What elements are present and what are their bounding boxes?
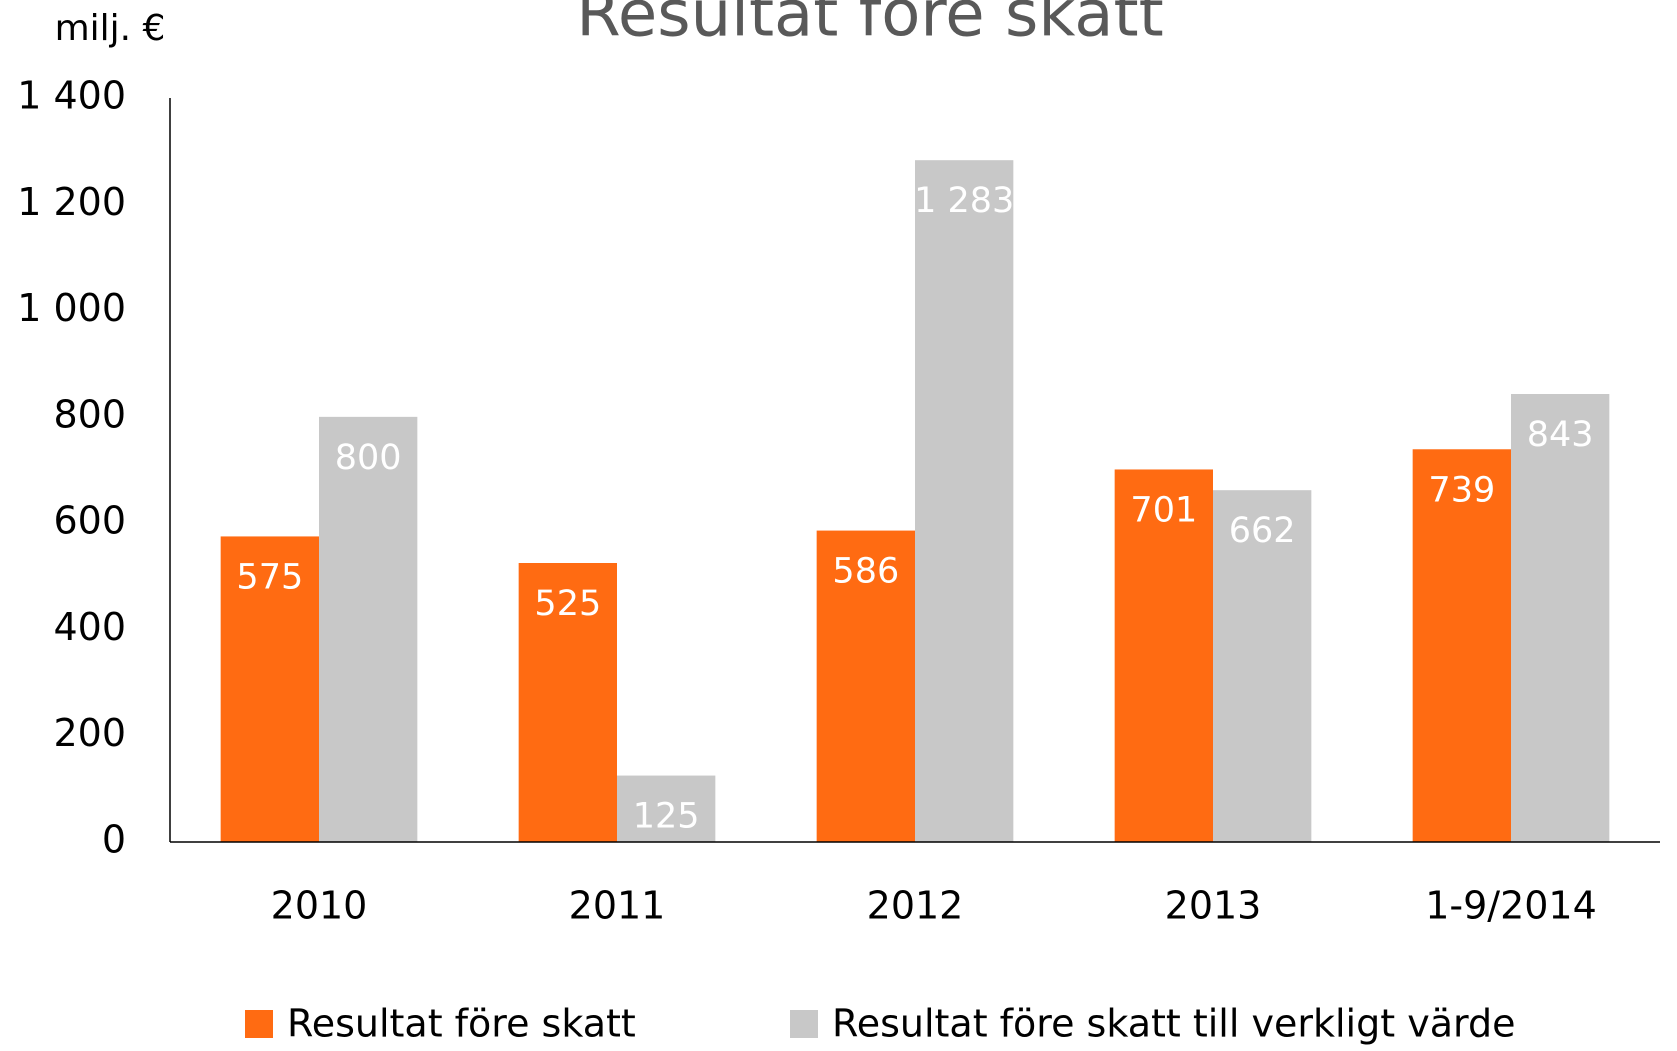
data-label: 1 283 (914, 181, 1014, 221)
data-label: 525 (534, 584, 601, 624)
x-tick-label: 2012 (867, 884, 964, 928)
y-tick-label: 600 (53, 499, 126, 543)
y-tick-label: 1 400 (17, 74, 126, 118)
data-label: 586 (832, 552, 899, 592)
legend-label: Resultat före skatt (287, 1002, 636, 1046)
y-tick-label: 1 000 (17, 286, 126, 330)
bar (319, 416, 418, 842)
x-tick-label: 2013 (1165, 884, 1262, 928)
y-tick-label: 1 200 (17, 180, 126, 224)
chart-title: Resultat före skatt (576, 0, 1163, 52)
data-label: 800 (335, 438, 402, 478)
bar (1511, 394, 1610, 842)
x-tick-label: 2011 (569, 884, 666, 928)
y-tick-label: 800 (53, 392, 126, 436)
x-tick-label: 2010 (271, 884, 368, 928)
legend-swatch (790, 1010, 818, 1038)
legend-label: Resultat före skatt till verkligt värde (832, 1002, 1515, 1046)
data-label: 575 (236, 557, 303, 597)
y-tick-label: 0 (102, 818, 126, 862)
bar (617, 775, 716, 842)
data-label: 125 (633, 797, 700, 837)
bar (816, 530, 915, 842)
y-tick-label: 200 (53, 711, 126, 755)
y-tick-label: 400 (53, 605, 126, 649)
legend-swatch (245, 1010, 273, 1038)
y-axis-label: milj. € (55, 8, 166, 49)
bar (220, 536, 319, 842)
data-label: 739 (1428, 470, 1495, 510)
bar (1412, 449, 1511, 842)
bar (915, 160, 1014, 843)
x-tick-label: 1-9/2014 (1425, 884, 1597, 928)
data-label: 701 (1130, 490, 1197, 530)
bar (1213, 490, 1312, 842)
bar (1114, 469, 1213, 842)
data-label: 662 (1229, 511, 1296, 551)
bar (518, 563, 617, 842)
data-label: 843 (1527, 415, 1594, 455)
